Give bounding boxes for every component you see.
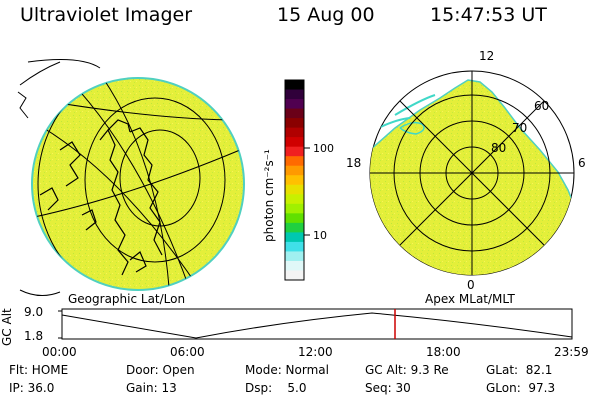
colorbar-segment	[285, 270, 304, 281]
mlat-label-60: 60	[534, 99, 549, 113]
mlt-label-18: 18	[346, 156, 361, 170]
colorbar-segment	[285, 156, 304, 167]
mlat-grid	[370, 71, 574, 275]
colorbar	[284, 79, 305, 281]
x-tick-2359: 23:59	[554, 345, 589, 359]
timeline-plot: 9.0 1.8 GC Alt 00:00 06:00 12:00 18:00 2…	[0, 305, 589, 359]
colorbar-segment	[285, 165, 304, 176]
apex-panel: 12 18 6 0 60 70 80 Apex MLat/MLT	[346, 49, 586, 306]
colorbar-segment	[285, 241, 304, 252]
earth-disk	[31, 77, 245, 291]
colorbar-segment	[285, 184, 304, 195]
colorbar-tick-10: 10	[313, 229, 327, 242]
timeline-axis-label: GC Alt	[0, 308, 14, 346]
info-gc-alt: GC Alt: 9.3 Re	[365, 363, 449, 377]
altitude-curve	[61, 312, 573, 339]
colorbar-segment	[285, 137, 304, 148]
colorbar-segment	[285, 146, 304, 157]
time-label: 15:47:53 UT	[430, 4, 547, 26]
apex-label: Apex MLat/MLT	[425, 292, 515, 306]
info-flight: Flt: HOME	[9, 363, 69, 377]
timeline-frame	[61, 308, 573, 340]
timeline-y-tick-1.8: 1.8	[24, 329, 43, 343]
info-glat: GLat: 82.1	[486, 363, 553, 377]
x-tick-1800: 18:00	[426, 345, 461, 359]
x-tick-0600: 06:00	[170, 345, 205, 359]
colorbar-segment	[285, 127, 304, 138]
x-tick-0000: 00:00	[42, 345, 77, 359]
colorbar-border	[284, 79, 305, 281]
colorbar-segment	[285, 260, 304, 271]
colorbar-segment	[285, 232, 304, 243]
info-ip: IP: 36.0	[9, 381, 55, 395]
colorbar-segment	[285, 108, 304, 119]
lat-lon-grid	[32, 78, 244, 290]
mlt-label-0: 0	[467, 278, 475, 292]
mlat-label-70: 70	[512, 121, 527, 135]
colorbar-segment	[285, 251, 304, 262]
colorbar-unit-label: photon cm⁻²s⁻¹	[262, 149, 276, 242]
colorbar-tick-100: 100	[313, 142, 334, 155]
x-tick-1200: 12:00	[298, 345, 333, 359]
mlt-label-6: 6	[578, 156, 586, 170]
colorbar-segment	[285, 80, 304, 91]
coastlines	[39, 119, 163, 276]
info-mode: Mode: Normal	[245, 363, 329, 377]
colorbar-segment	[285, 203, 304, 214]
colorbar-segment	[285, 89, 304, 100]
info-glon: GLon: 97.3	[486, 381, 556, 395]
info-door: Door: Open	[126, 363, 195, 377]
colorbar-segment	[285, 99, 304, 110]
info-seq: Seq: 30	[365, 381, 411, 395]
colorbar-segment	[285, 175, 304, 186]
mlt-label-12: 12	[479, 49, 494, 63]
colorbar-segment	[285, 213, 304, 224]
colorbar-segment	[285, 194, 304, 205]
info-dsp: Dsp: 5.0	[245, 381, 307, 395]
mlat-label-80: 80	[491, 141, 506, 155]
app-title: Ultraviolet Imager	[20, 4, 193, 26]
geographic-label: Geographic Lat/Lon	[68, 292, 185, 306]
geographic-panel: Geographic Lat/Lon	[17, 59, 245, 306]
date-label: 15 Aug 00	[277, 4, 375, 26]
timeline-y-tick-9: 9.0	[24, 305, 43, 319]
info-gain: Gain: 13	[126, 381, 177, 395]
colorbar-segment	[285, 222, 304, 233]
colorbar-segment	[285, 118, 304, 129]
